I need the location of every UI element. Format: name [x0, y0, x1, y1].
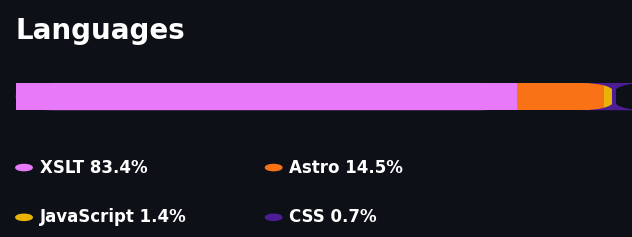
FancyBboxPatch shape: [16, 83, 516, 110]
Text: JavaScript 1.4%: JavaScript 1.4%: [40, 208, 186, 226]
Bar: [604, 83, 612, 110]
Text: XSLT 83.4%: XSLT 83.4%: [40, 159, 147, 177]
Text: Languages: Languages: [16, 17, 186, 45]
Bar: [516, 83, 604, 110]
Circle shape: [16, 164, 32, 171]
Circle shape: [265, 214, 282, 220]
Text: Astro 14.5%: Astro 14.5%: [289, 159, 403, 177]
Bar: [612, 83, 616, 110]
FancyBboxPatch shape: [580, 83, 632, 110]
Circle shape: [16, 214, 32, 220]
Circle shape: [265, 164, 282, 171]
Bar: [16, 83, 516, 110]
Text: CSS 0.7%: CSS 0.7%: [289, 208, 377, 226]
